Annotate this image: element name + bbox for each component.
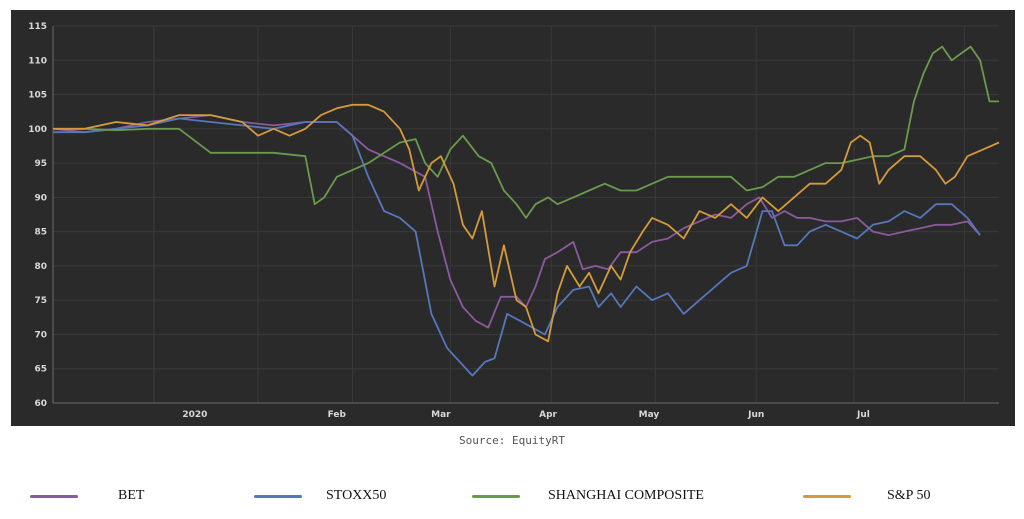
x-tick-label: May [639, 410, 660, 420]
x-tick-label: Feb [328, 410, 347, 420]
series-line-shanghai-composite [53, 45, 999, 219]
chart-area: 60 65 70 75 80 85 90 95 100 105 110 115 2020 Feb Mar Ap… [11, 10, 1015, 426]
series-line-s-p-50 [53, 103, 1000, 343]
y-tick-label: 70 [34, 330, 47, 340]
legend-swatch-bet [30, 495, 78, 498]
y-tick-label: 65 [34, 365, 47, 375]
y-tick-label: 95 [34, 159, 47, 169]
y-tick-label: 100 [28, 125, 47, 135]
x-tick-label: Jul [856, 410, 870, 420]
gridlines [52, 25, 999, 404]
series-line-bet [52, 114, 981, 329]
legend-label-bet: BET [118, 488, 145, 503]
y-tick-label: 115 [28, 22, 47, 32]
x-tick-label: 2020 [182, 410, 207, 420]
tick-labels: 60 65 70 75 80 85 90 95 100 105 110 115 2020 Feb Mar Ap… [28, 22, 870, 420]
legend-label-sp50: S&P 50 [887, 488, 931, 503]
axes [52, 26, 999, 404]
legend-label-stoxx50: STOXX50 [326, 488, 387, 503]
legend-swatch-shanghai [472, 495, 520, 498]
y-tick-label: 60 [34, 399, 47, 409]
y-tick-label: 75 [34, 296, 47, 306]
x-tick-label: Apr [539, 410, 557, 420]
y-tick-label: 85 [34, 228, 47, 238]
series-line-stoxx50 [53, 117, 981, 377]
y-tick-label: 110 [28, 56, 47, 66]
series-lines [52, 45, 1000, 377]
legend-swatch-stoxx50 [254, 495, 302, 498]
legend-label-shanghai: SHANGHAI COMPOSITE [548, 488, 704, 503]
x-tick-label: Mar [431, 410, 451, 420]
source-note: Source: EquityRT [459, 434, 565, 447]
line-chart: 60 65 70 75 80 85 90 95 100 105 110 115 2020 Feb Mar Ap… [28, 22, 1000, 420]
y-tick-label: 80 [34, 262, 47, 272]
y-tick-label: 105 [28, 91, 47, 101]
y-tick-label: 90 [34, 193, 47, 203]
x-tick-label: Jun [747, 410, 764, 420]
legend-swatch-sp50 [803, 495, 851, 498]
